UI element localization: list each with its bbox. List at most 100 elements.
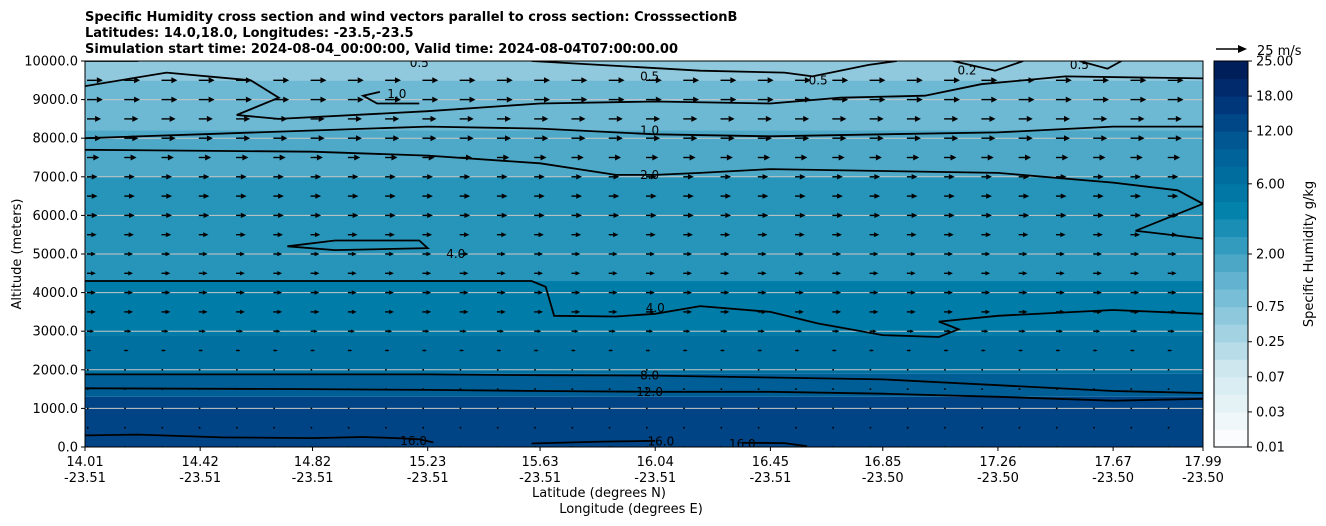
wind-vector (236, 154, 249, 161)
wind-vector (720, 77, 737, 84)
x-axis: 14.01-23.5114.42-23.5114.82-23.5115.23-2… (64, 447, 1224, 486)
wind-vector (496, 309, 506, 315)
wind-vector (273, 154, 286, 161)
wind-vector (944, 193, 955, 199)
wind-vector (1130, 212, 1142, 219)
wind-vector (385, 271, 394, 276)
wind-vector (944, 77, 960, 84)
wind-vector-head (612, 251, 618, 257)
wind-vector (385, 329, 393, 333)
wind-vector (795, 349, 800, 352)
wind-vector-head (952, 135, 959, 142)
x-tick-label-lon: -23.51 (292, 471, 334, 486)
wind-vector (87, 290, 96, 295)
wind-vector-head (538, 271, 543, 276)
wind-vector-head (760, 329, 765, 333)
wind-vector (124, 369, 126, 371)
wind-vector (1167, 349, 1173, 352)
wind-vector (944, 349, 949, 352)
wind-vector (347, 329, 355, 333)
wind-vector-head (985, 251, 991, 257)
colorbar-segment (1214, 429, 1248, 448)
wind-vector-head (730, 77, 737, 84)
wind-vector (906, 251, 916, 257)
wind-vector (347, 290, 357, 295)
wind-vector-head (1059, 329, 1063, 333)
wind-vector-head (1134, 251, 1140, 257)
wind-vector (757, 407, 760, 410)
contour-label: 0.5 (809, 73, 828, 87)
wind-vector (87, 135, 102, 142)
wind-vector (198, 349, 204, 352)
wind-vector-head (879, 77, 886, 84)
wind-vector (273, 251, 283, 257)
wind-vector (198, 96, 215, 103)
wind-vector (87, 115, 102, 122)
wind-vector (385, 174, 396, 180)
x-tick-label-lat: 17.67 (1095, 455, 1132, 470)
contour-label: 0.5 (410, 56, 429, 70)
wind-vector (683, 251, 693, 257)
wind-vector-head (650, 174, 657, 180)
wind-vector (1055, 426, 1058, 429)
wind-vector-head (469, 77, 476, 84)
wind-vector (496, 426, 499, 429)
wind-vector (236, 369, 238, 371)
wind-vector (608, 309, 618, 315)
wind-vectors (87, 77, 1184, 447)
wind-vector (720, 388, 723, 390)
wind-vector (608, 96, 625, 103)
wind-vector (757, 96, 774, 103)
wind-vector (273, 309, 283, 315)
wind-vector (1055, 388, 1058, 390)
wind-vector (161, 96, 178, 103)
wind-vector-head (463, 271, 469, 276)
wind-vector (124, 349, 129, 352)
wind-vector-head (618, 96, 625, 103)
wind-vector (1018, 212, 1030, 219)
wind-vector (273, 290, 283, 295)
wind-vector (273, 193, 284, 199)
wind-vector-head (498, 349, 502, 352)
wind-vector (198, 212, 210, 219)
colorbar-tick-label: 12.00 (1256, 125, 1293, 140)
wind-vector-head (354, 154, 361, 161)
wind-vector-head (576, 212, 583, 219)
wind-vector-head (244, 115, 251, 122)
wind-vector-head (425, 329, 430, 333)
wind-vector-head (835, 329, 840, 333)
wind-vector (832, 407, 834, 410)
wind-vector (571, 290, 581, 295)
wind-vector (1055, 96, 1072, 103)
x-tick-label-lon: -23.50 (862, 471, 904, 486)
wind-vector (534, 290, 543, 295)
wind-vector (273, 271, 283, 276)
wind-vector-head (467, 115, 474, 122)
wind-vector-head (1020, 349, 1024, 352)
wind-vector-head (1140, 77, 1147, 84)
wind-vector-head (767, 77, 774, 84)
colorbar-segment (1214, 78, 1248, 97)
wind-vector-head (647, 349, 651, 352)
wind-vector-head (351, 290, 357, 295)
wind-vector-head (464, 232, 470, 238)
wind-vector (869, 309, 879, 315)
wind-vector (87, 349, 92, 352)
wind-vector (496, 77, 513, 84)
wind-vector-head (1170, 329, 1175, 333)
colorbar-segment (1214, 166, 1248, 185)
wind-vector (1130, 232, 1141, 238)
wind-vector (124, 329, 132, 333)
wind-vector (459, 426, 462, 429)
wind-vector (87, 212, 98, 219)
humidity-band (85, 80, 1203, 131)
wind-vector (1167, 426, 1170, 429)
wind-vector-head (911, 212, 918, 219)
wind-vector (757, 77, 774, 84)
wind-vector-head (427, 193, 433, 199)
wind-vector-head (352, 174, 359, 180)
wind-vector-head (129, 212, 135, 219)
wind-vector-head (132, 135, 139, 142)
wind-vector (608, 407, 611, 410)
wind-vector-head (914, 135, 921, 142)
